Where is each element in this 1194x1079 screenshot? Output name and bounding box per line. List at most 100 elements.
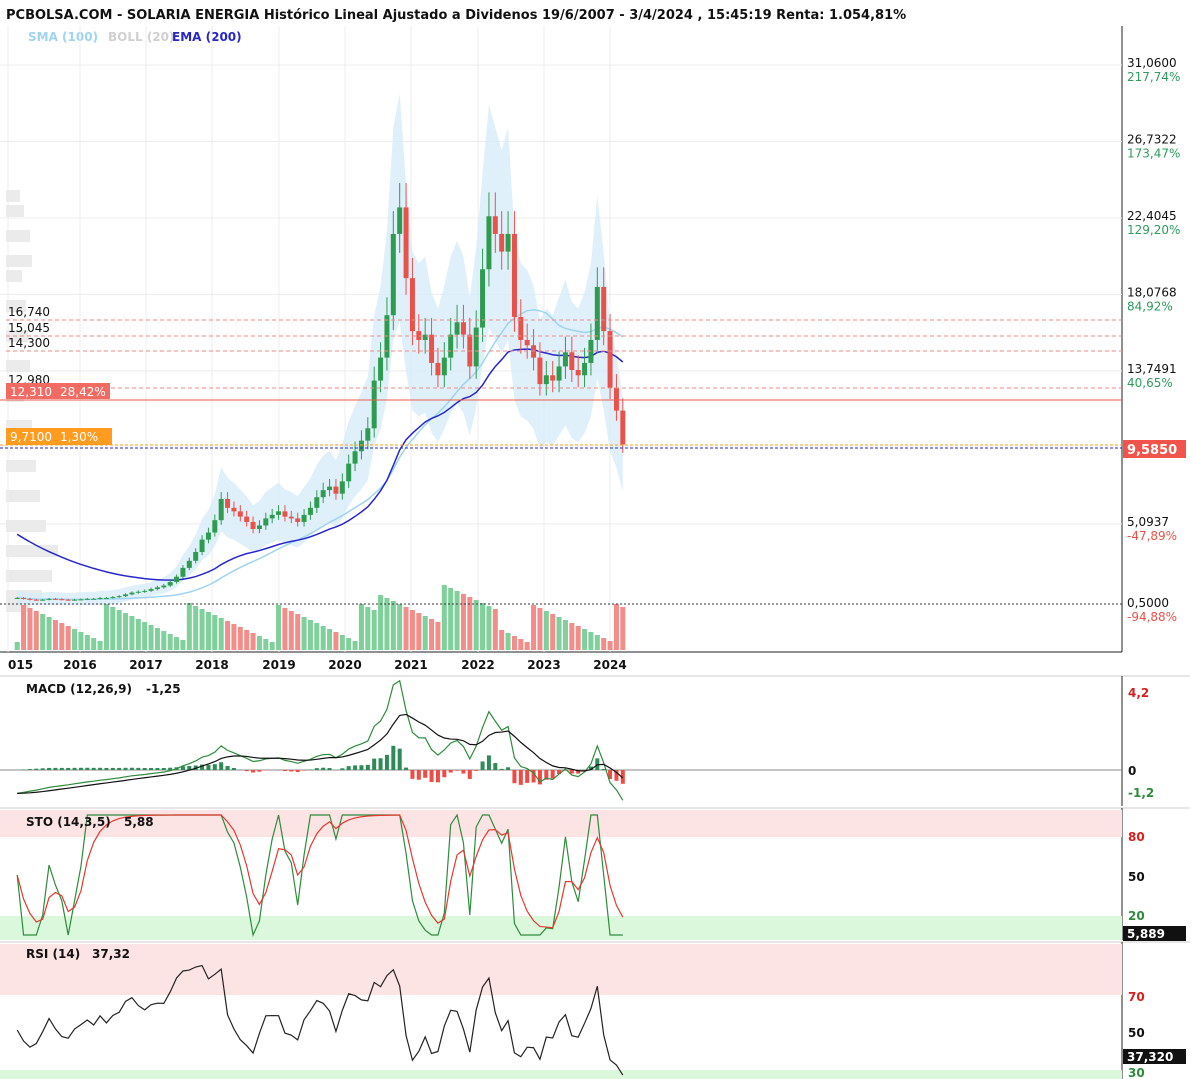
volume-bar <box>358 604 364 650</box>
volume-bar <box>276 605 282 650</box>
candle-body <box>582 362 588 376</box>
macd-histogram-bar <box>544 770 549 780</box>
red-level-tag-value: 12,310 <box>10 385 52 399</box>
macd-histogram-bar <box>149 767 154 770</box>
candle-body <box>250 521 256 530</box>
volume-bar <box>607 641 613 650</box>
candle-body <box>129 592 135 595</box>
candle-body <box>212 520 218 533</box>
candle-body <box>33 599 39 601</box>
rsi-axis-70: 70 <box>1128 990 1145 1004</box>
price-axis-label: 26,7322 <box>1127 132 1177 146</box>
volume-bar <box>320 626 326 650</box>
candle-body <box>441 357 447 376</box>
candle-body <box>365 428 371 441</box>
sto-axis-80: 80 <box>1128 830 1145 844</box>
year-label: 2017 <box>129 658 162 672</box>
candle-body <box>422 334 428 340</box>
rsi-axis-50: 50 <box>1128 1026 1145 1040</box>
macd-histogram-bar <box>155 767 160 770</box>
volume-bar <box>524 642 530 650</box>
candle-body <box>575 369 581 376</box>
volume-bar <box>269 642 275 650</box>
candle-body <box>27 598 33 600</box>
macd-value: -1,25 <box>146 682 181 696</box>
macd-histogram-bar <box>161 767 166 770</box>
candle-body <box>276 511 282 515</box>
candle-body <box>358 440 364 452</box>
sto-value: 5,88 <box>124 815 154 829</box>
macd-histogram-bar <box>200 764 205 770</box>
candle-body <box>21 597 27 599</box>
macd-histogram-bar <box>455 770 460 771</box>
macd-histogram-bar <box>557 770 562 775</box>
macd-histogram-bar <box>563 770 568 771</box>
volume-profile-bar <box>6 490 40 502</box>
macd-histogram-bar <box>518 770 523 785</box>
macd-histogram-bar <box>257 770 262 772</box>
macd-histogram-bar <box>47 767 52 770</box>
rsi-panel <box>0 944 1122 1079</box>
rsi-label: RSI (14) <box>26 947 80 961</box>
candle-body <box>473 327 479 367</box>
candle-body <box>346 463 352 482</box>
macd-histogram-bar <box>289 770 294 772</box>
macd-histogram-bar <box>467 770 472 779</box>
macd-histogram-bar <box>180 766 185 770</box>
candle-body <box>524 339 530 346</box>
candle-body <box>180 567 186 577</box>
candle-body <box>314 497 320 508</box>
candle-body <box>486 216 492 270</box>
macd-histogram-bar <box>187 765 192 770</box>
macd-histogram-bar <box>410 770 415 779</box>
macd-histogram-bar <box>91 767 96 770</box>
volume-profile-bar <box>6 570 52 582</box>
volume-bar <box>378 595 384 650</box>
macd-histogram-bar <box>537 770 542 785</box>
volume-bar <box>531 605 537 650</box>
time-axis-labels: 015 2016 2017 2018 2019 2020 2021 2022 2023 2024 <box>8 658 627 672</box>
macd-histogram-bar <box>314 768 319 770</box>
candle-body <box>307 507 313 515</box>
volume-bar <box>505 633 511 650</box>
macd-histogram-bar <box>104 767 109 770</box>
legend-boll: BOLL (20) <box>108 30 175 44</box>
volume-bar <box>244 630 250 650</box>
macd-histogram-bar <box>506 767 511 770</box>
candle-body <box>352 451 358 464</box>
candle-body <box>569 352 575 370</box>
candle-body <box>199 539 205 552</box>
current-price-tag-bg <box>1123 440 1186 458</box>
macd-histogram-bar <box>59 767 64 770</box>
price-panel <box>0 26 1122 652</box>
volume-bar <box>225 621 231 650</box>
candle-body <box>492 216 498 234</box>
volume-bar <box>346 638 352 650</box>
pct-axis-label: -94,88% <box>1127 610 1177 624</box>
volume-bar <box>486 606 492 650</box>
rsi-line <box>16 964 624 1076</box>
volume-bar <box>167 634 173 650</box>
pct-axis-label: 84,92% <box>1127 299 1173 313</box>
candle-body <box>518 316 524 340</box>
volume-bar <box>384 598 390 650</box>
volume-bar <box>97 641 103 650</box>
volume-bar <box>499 630 505 650</box>
volume-bar <box>21 605 27 650</box>
sto-overbought-zone <box>0 810 1122 837</box>
volume-profile-bar <box>6 360 30 372</box>
volume-bar <box>282 608 288 650</box>
macd-histogram-bar <box>423 770 428 778</box>
volume-bar <box>314 623 320 650</box>
candle-body <box>371 380 377 429</box>
year-label: 2022 <box>461 658 494 672</box>
volume-bar <box>543 611 549 650</box>
volume-bar <box>288 611 294 650</box>
candle-body <box>154 587 160 590</box>
candle-body <box>103 597 109 599</box>
volume-bar <box>575 626 581 650</box>
macd-histogram-bar <box>21 769 26 770</box>
volume-bar <box>65 626 71 650</box>
macd-histogram-bar <box>225 766 230 770</box>
